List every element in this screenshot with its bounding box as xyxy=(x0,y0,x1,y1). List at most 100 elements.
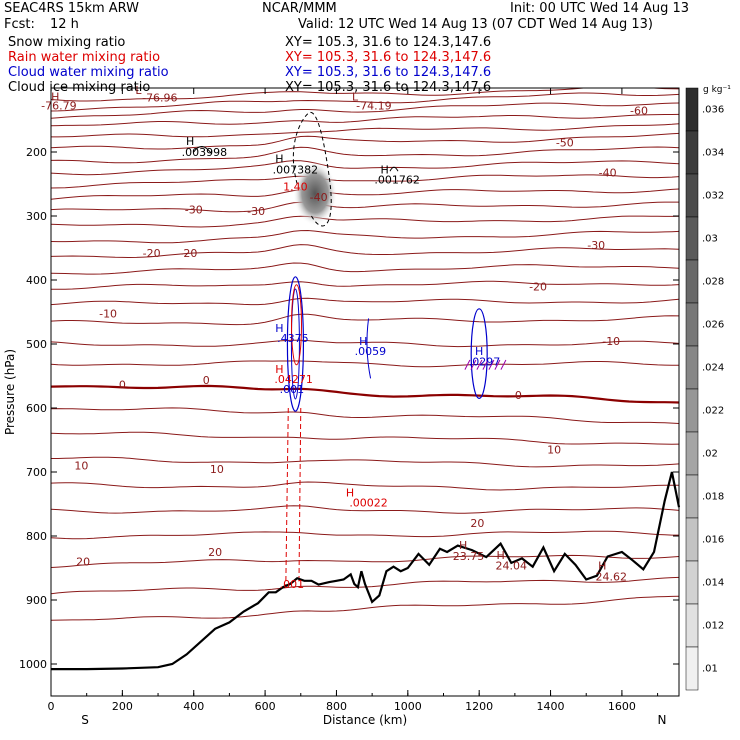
x-tick-label: 1600 xyxy=(608,700,636,713)
extremum-label: H xyxy=(346,486,354,499)
extremum-label: 24.04 xyxy=(496,559,528,572)
y-tick-label: 400 xyxy=(26,274,47,287)
colorbar-swatch xyxy=(685,474,699,519)
isotherm-line xyxy=(51,174,679,189)
x-axis-title: Distance (km) xyxy=(323,713,407,727)
colorbar-tick-label: .028 xyxy=(702,277,724,288)
isotherm-label: -30 xyxy=(587,239,605,252)
colorbar-tick-label: .024 xyxy=(702,363,724,374)
x-tick-label: 0 xyxy=(48,700,55,713)
legend-rain-name: Rain water mixing ratio xyxy=(8,50,161,65)
colorbar-swatch xyxy=(685,259,699,304)
extremum-label: .4375 xyxy=(277,332,309,345)
isotherm-label: -40 xyxy=(310,191,328,204)
extremum-label: H xyxy=(598,559,606,572)
isotherm-label: -76.79 xyxy=(41,99,76,112)
forecast-hour: 12 h xyxy=(50,17,79,32)
isotherm-line xyxy=(51,576,679,595)
cloud-hatch xyxy=(488,359,495,370)
terrain-line xyxy=(51,471,681,671)
colorbar-swatch xyxy=(685,216,699,261)
isotherm-line xyxy=(51,595,679,621)
ice-contour xyxy=(292,111,332,227)
colorbar: .01 .012 .014 .016 .018 .02 .022 .024 .026 .028 .0… xyxy=(685,85,731,691)
colorbar-swatch xyxy=(685,603,699,648)
isotherm-label: 0 xyxy=(515,389,522,402)
cloud-hatch xyxy=(470,359,477,370)
extremum-label: H xyxy=(51,90,59,103)
colorbar-swatch xyxy=(685,345,699,390)
colorbar-tick-label: .018 xyxy=(702,492,724,503)
isotherm-line xyxy=(51,92,679,112)
isotherm-label: -60 xyxy=(630,104,648,117)
x-tick-label: 1400 xyxy=(537,700,565,713)
isotherm-line xyxy=(51,262,679,275)
snow-shading xyxy=(293,161,338,226)
y-tick-label: 700 xyxy=(26,466,47,479)
legend-snow-xy: XY= 105.3, 31.6 to 124.3,147.6 xyxy=(285,35,492,50)
isotherm-label: -20 xyxy=(143,247,161,260)
colorbar-tick-label: .01 xyxy=(702,664,718,675)
cloud-water-contour xyxy=(290,288,300,400)
isotherm-label: -30 xyxy=(185,204,203,217)
colorbar-swatch xyxy=(685,431,699,476)
extremum-label: H xyxy=(359,335,367,348)
isotherm-label: -50 xyxy=(556,136,574,149)
forecast-label: Fcst: xyxy=(4,17,35,32)
x-tick-label: 200 xyxy=(112,700,133,713)
extremum-label: H xyxy=(275,152,283,165)
isotherm-line xyxy=(51,244,679,259)
isotherm-label: -10 xyxy=(99,307,117,320)
isotherm-line xyxy=(51,88,679,102)
x-tick-label: 600 xyxy=(255,700,276,713)
isotherm-line xyxy=(51,481,679,491)
isotherm-line xyxy=(51,339,679,348)
isotherm-label: 10 xyxy=(74,460,88,473)
cloud-water-contour xyxy=(286,276,305,412)
isotherm-line xyxy=(51,132,679,150)
isotherm-line xyxy=(51,123,679,138)
hydrometeor-fields xyxy=(193,111,507,588)
isotherm-label: 20 xyxy=(470,517,484,530)
extremum-label: L xyxy=(135,84,142,97)
isotherm-label: -74.19 xyxy=(356,99,391,112)
extremum-label: 23.75 xyxy=(453,550,485,563)
legend-rain-xy: XY= 105.3, 31.6 to 124.3,147.6 xyxy=(285,50,492,65)
left-endpoint-label: S xyxy=(81,713,89,727)
terrain-layer xyxy=(51,471,681,671)
isotherm-line xyxy=(51,530,679,540)
isotherm-line xyxy=(51,215,679,228)
y-tick-label: 200 xyxy=(26,146,47,159)
cloud-hatch xyxy=(476,359,483,370)
isotherm-line xyxy=(51,431,679,445)
isotherm-label: 0 xyxy=(203,374,210,387)
colorbar-tick-label: .03 xyxy=(702,234,718,245)
extremum-label: .001762 xyxy=(374,174,420,187)
isotherm-line xyxy=(51,554,679,568)
extremum-label: H xyxy=(475,345,483,358)
colorbar-swatch xyxy=(685,388,699,433)
cloud-hatch xyxy=(482,359,489,370)
snow-contour xyxy=(389,166,399,172)
colorbar-unit: g kg⁻¹ xyxy=(703,85,731,95)
y-tick-label: 500 xyxy=(26,338,47,351)
y-tick-label: 1000 xyxy=(19,658,47,671)
valid-time: Valid: 12 UTC Wed 14 Aug 13 (07 CDT Wed … xyxy=(298,17,653,32)
extremum-label: .007382 xyxy=(273,163,319,176)
extremum-label: .001 xyxy=(280,578,305,591)
extremum-label: L xyxy=(352,90,359,103)
cloud-water-contour xyxy=(470,308,488,400)
y-axis-title: Pressure (hPa) xyxy=(3,349,17,435)
y-tick-label: 600 xyxy=(26,402,47,415)
colorbar-tick-label: .014 xyxy=(702,578,724,589)
isotherm-line xyxy=(51,360,679,368)
isotherm-label: -76.96 xyxy=(142,92,177,105)
isotherm-label: 10 xyxy=(547,444,561,457)
right-endpoint-label: N xyxy=(658,713,667,727)
colorbar-swatch xyxy=(685,87,699,132)
colorbar-tick-label: .02 xyxy=(702,449,718,460)
isotherm-0c xyxy=(51,384,679,404)
init-time: Init: 00 UTC Wed 14 Aug 13 xyxy=(510,1,690,16)
colorbar-tick-label: .036 xyxy=(702,105,724,116)
